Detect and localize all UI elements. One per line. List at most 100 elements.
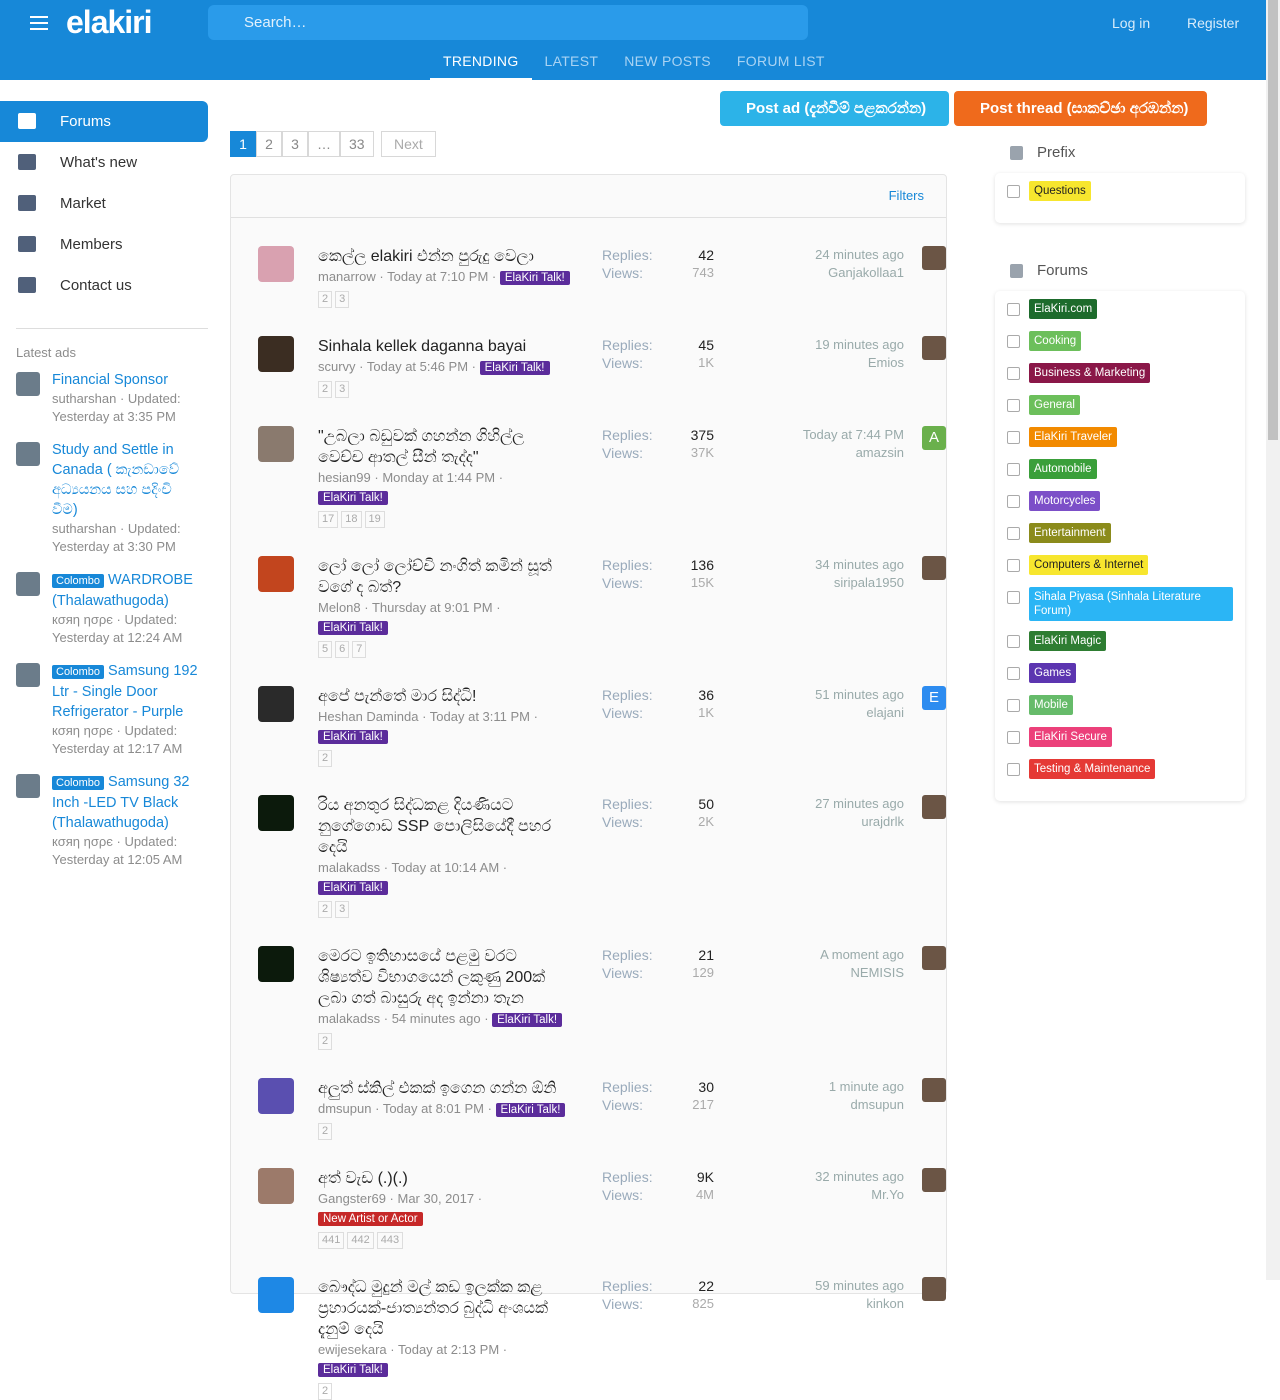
thread-page-link[interactable]: 5: [318, 641, 333, 658]
thread-page-link[interactable]: 18: [341, 511, 362, 528]
checkbox[interactable]: [1007, 635, 1020, 648]
author-avatar[interactable]: [258, 795, 294, 831]
last-post-user[interactable]: NEMISIS: [850, 965, 904, 980]
checkbox[interactable]: [1007, 527, 1020, 540]
thread-page-link[interactable]: 2: [318, 381, 333, 398]
filter-option[interactable]: Computers & Internet: [1007, 555, 1233, 587]
checkbox[interactable]: [1007, 731, 1020, 744]
logo[interactable]: elakiri: [66, 4, 153, 40]
last-post-user[interactable]: amazsin: [855, 445, 904, 460]
last-post-user[interactable]: Emios: [867, 355, 904, 370]
author-avatar[interactable]: [258, 426, 294, 462]
thread-author[interactable]: ewijesekara: [318, 1342, 387, 1357]
checkbox[interactable]: [1007, 185, 1020, 198]
thread-author[interactable]: Gangster69: [318, 1191, 386, 1206]
thread-page-link[interactable]: 2: [318, 291, 333, 308]
last-post-time[interactable]: 24 minutes ago: [815, 247, 904, 262]
checkbox[interactable]: [1007, 559, 1020, 572]
last-avatar[interactable]: E: [922, 686, 946, 710]
last-avatar[interactable]: A: [922, 426, 946, 450]
author-avatar[interactable]: [258, 246, 294, 282]
last-avatar[interactable]: [922, 246, 946, 270]
filter-option[interactable]: Questions: [1007, 181, 1233, 213]
thread-author[interactable]: manarrow: [318, 269, 376, 284]
last-post-time[interactable]: Today at 7:44 PM: [802, 427, 904, 442]
thread-author[interactable]: malakadss: [318, 1011, 381, 1026]
filter-option[interactable]: Games: [1007, 663, 1233, 695]
checkbox[interactable]: [1007, 667, 1020, 680]
thread-title[interactable]: ලෝ ලෝ ලෝච්චි නංගිත් කමින් සූත් වගේ ද බත්…: [318, 558, 552, 596]
last-avatar[interactable]: [922, 556, 946, 580]
menu-item[interactable]: Contact us: [0, 265, 208, 306]
menu-item[interactable]: What's new: [0, 142, 208, 183]
ad-title[interactable]: Samsung 32 Inch -LED TV Black (Thalawath…: [52, 774, 190, 831]
scroll-thumb[interactable]: [1268, 0, 1278, 440]
last-post-time[interactable]: 1 minute ago: [828, 1079, 904, 1094]
last-avatar[interactable]: [922, 1168, 946, 1192]
last-post-user[interactable]: Ganjakollaa1: [828, 265, 904, 280]
last-post-time[interactable]: 32 minutes ago: [815, 1169, 904, 1184]
ad-title[interactable]: WARDROBE (Thalawathugoda): [52, 572, 193, 609]
author-avatar[interactable]: [258, 336, 294, 372]
filters-button[interactable]: Filters: [231, 175, 946, 218]
filter-option[interactable]: Sihala Piyasa (Sinhala Literature Forum): [1007, 587, 1233, 631]
last-post-user[interactable]: Mr.Yo: [871, 1187, 904, 1202]
author-avatar[interactable]: [258, 1277, 294, 1313]
checkbox[interactable]: [1007, 335, 1020, 348]
filter-option[interactable]: Testing & Maintenance: [1007, 759, 1233, 791]
last-post-user[interactable]: siripala1950: [833, 575, 904, 590]
thread-page-link[interactable]: 443: [376, 1232, 404, 1249]
thread-author[interactable]: Melon8: [318, 600, 361, 615]
last-avatar[interactable]: [922, 1277, 946, 1301]
filter-option[interactable]: Automobile: [1007, 459, 1233, 491]
page-link[interactable]: 3: [282, 131, 308, 157]
login-link[interactable]: Log in: [1112, 15, 1151, 31]
thread-page-link[interactable]: 17: [318, 511, 339, 528]
thread-page-link[interactable]: 2: [318, 901, 333, 918]
next-page[interactable]: Next: [381, 131, 436, 157]
nav-tab[interactable]: TRENDING: [430, 53, 532, 80]
register-link[interactable]: Register: [1187, 15, 1240, 31]
menu-icon[interactable]: [30, 15, 48, 31]
filter-option[interactable]: General: [1007, 395, 1233, 427]
thread-author[interactable]: malakadss: [318, 860, 381, 875]
thread-title[interactable]: අත් වැඩ (.)(.): [318, 1170, 408, 1187]
thread-page-link[interactable]: 2: [318, 750, 333, 767]
last-avatar[interactable]: [922, 1078, 946, 1102]
checkbox[interactable]: [1007, 591, 1020, 604]
post-thread-button[interactable]: Post thread (සාකච්ඡා අරඹන්න): [954, 91, 1207, 126]
menu-item[interactable]: Forums: [0, 101, 208, 142]
thread-page-link[interactable]: 3: [335, 381, 350, 398]
nav-tab[interactable]: NEW POSTS: [624, 53, 711, 69]
filter-option[interactable]: ElaKiri.com: [1007, 299, 1233, 331]
author-avatar[interactable]: [258, 1168, 294, 1204]
thread-title[interactable]: Sinhala kellek daganna bayai: [318, 338, 527, 355]
thread-page-link[interactable]: 441: [318, 1232, 345, 1249]
checkbox[interactable]: [1007, 431, 1020, 444]
last-avatar[interactable]: [922, 795, 946, 819]
checkbox[interactable]: [1007, 495, 1020, 508]
thread-page-link[interactable]: 19: [364, 511, 385, 528]
page-link[interactable]: 2: [256, 131, 282, 157]
last-post-time[interactable]: 51 minutes ago: [815, 687, 904, 702]
last-post-time[interactable]: 27 minutes ago: [815, 796, 904, 811]
thread-page-link[interactable]: 2: [318, 1033, 333, 1050]
thread-page-link[interactable]: 2: [318, 1123, 333, 1140]
last-post-user[interactable]: urajdrlk: [861, 814, 904, 829]
page-link[interactable]: 1: [230, 131, 256, 157]
thread-author[interactable]: dmsupun: [318, 1101, 372, 1116]
thread-page-link[interactable]: 442: [347, 1232, 374, 1249]
thread-title[interactable]: කෙල්ල elakiri එන්න පුරුදු වෙලා: [318, 248, 534, 265]
checkbox[interactable]: [1007, 303, 1020, 316]
author-avatar[interactable]: [258, 686, 294, 722]
thread-author[interactable]: Heshan Daminda: [318, 709, 419, 724]
ad-title[interactable]: Study and Settle in Canada ( කැනඩාවේ අධ්…: [52, 442, 180, 518]
filter-option[interactable]: ElaKiri Magic: [1007, 631, 1233, 663]
thread-author[interactable]: hesian99: [318, 470, 371, 485]
thread-page-link[interactable]: 3: [335, 291, 350, 308]
menu-item[interactable]: Market: [0, 183, 208, 224]
checkbox[interactable]: [1007, 463, 1020, 476]
ad-title[interactable]: Samsung 192 Ltr - Single Door Refrigerat…: [52, 663, 198, 720]
nav-tab[interactable]: LATEST: [544, 53, 599, 69]
nav-tab[interactable]: FORUM LIST: [736, 53, 825, 69]
